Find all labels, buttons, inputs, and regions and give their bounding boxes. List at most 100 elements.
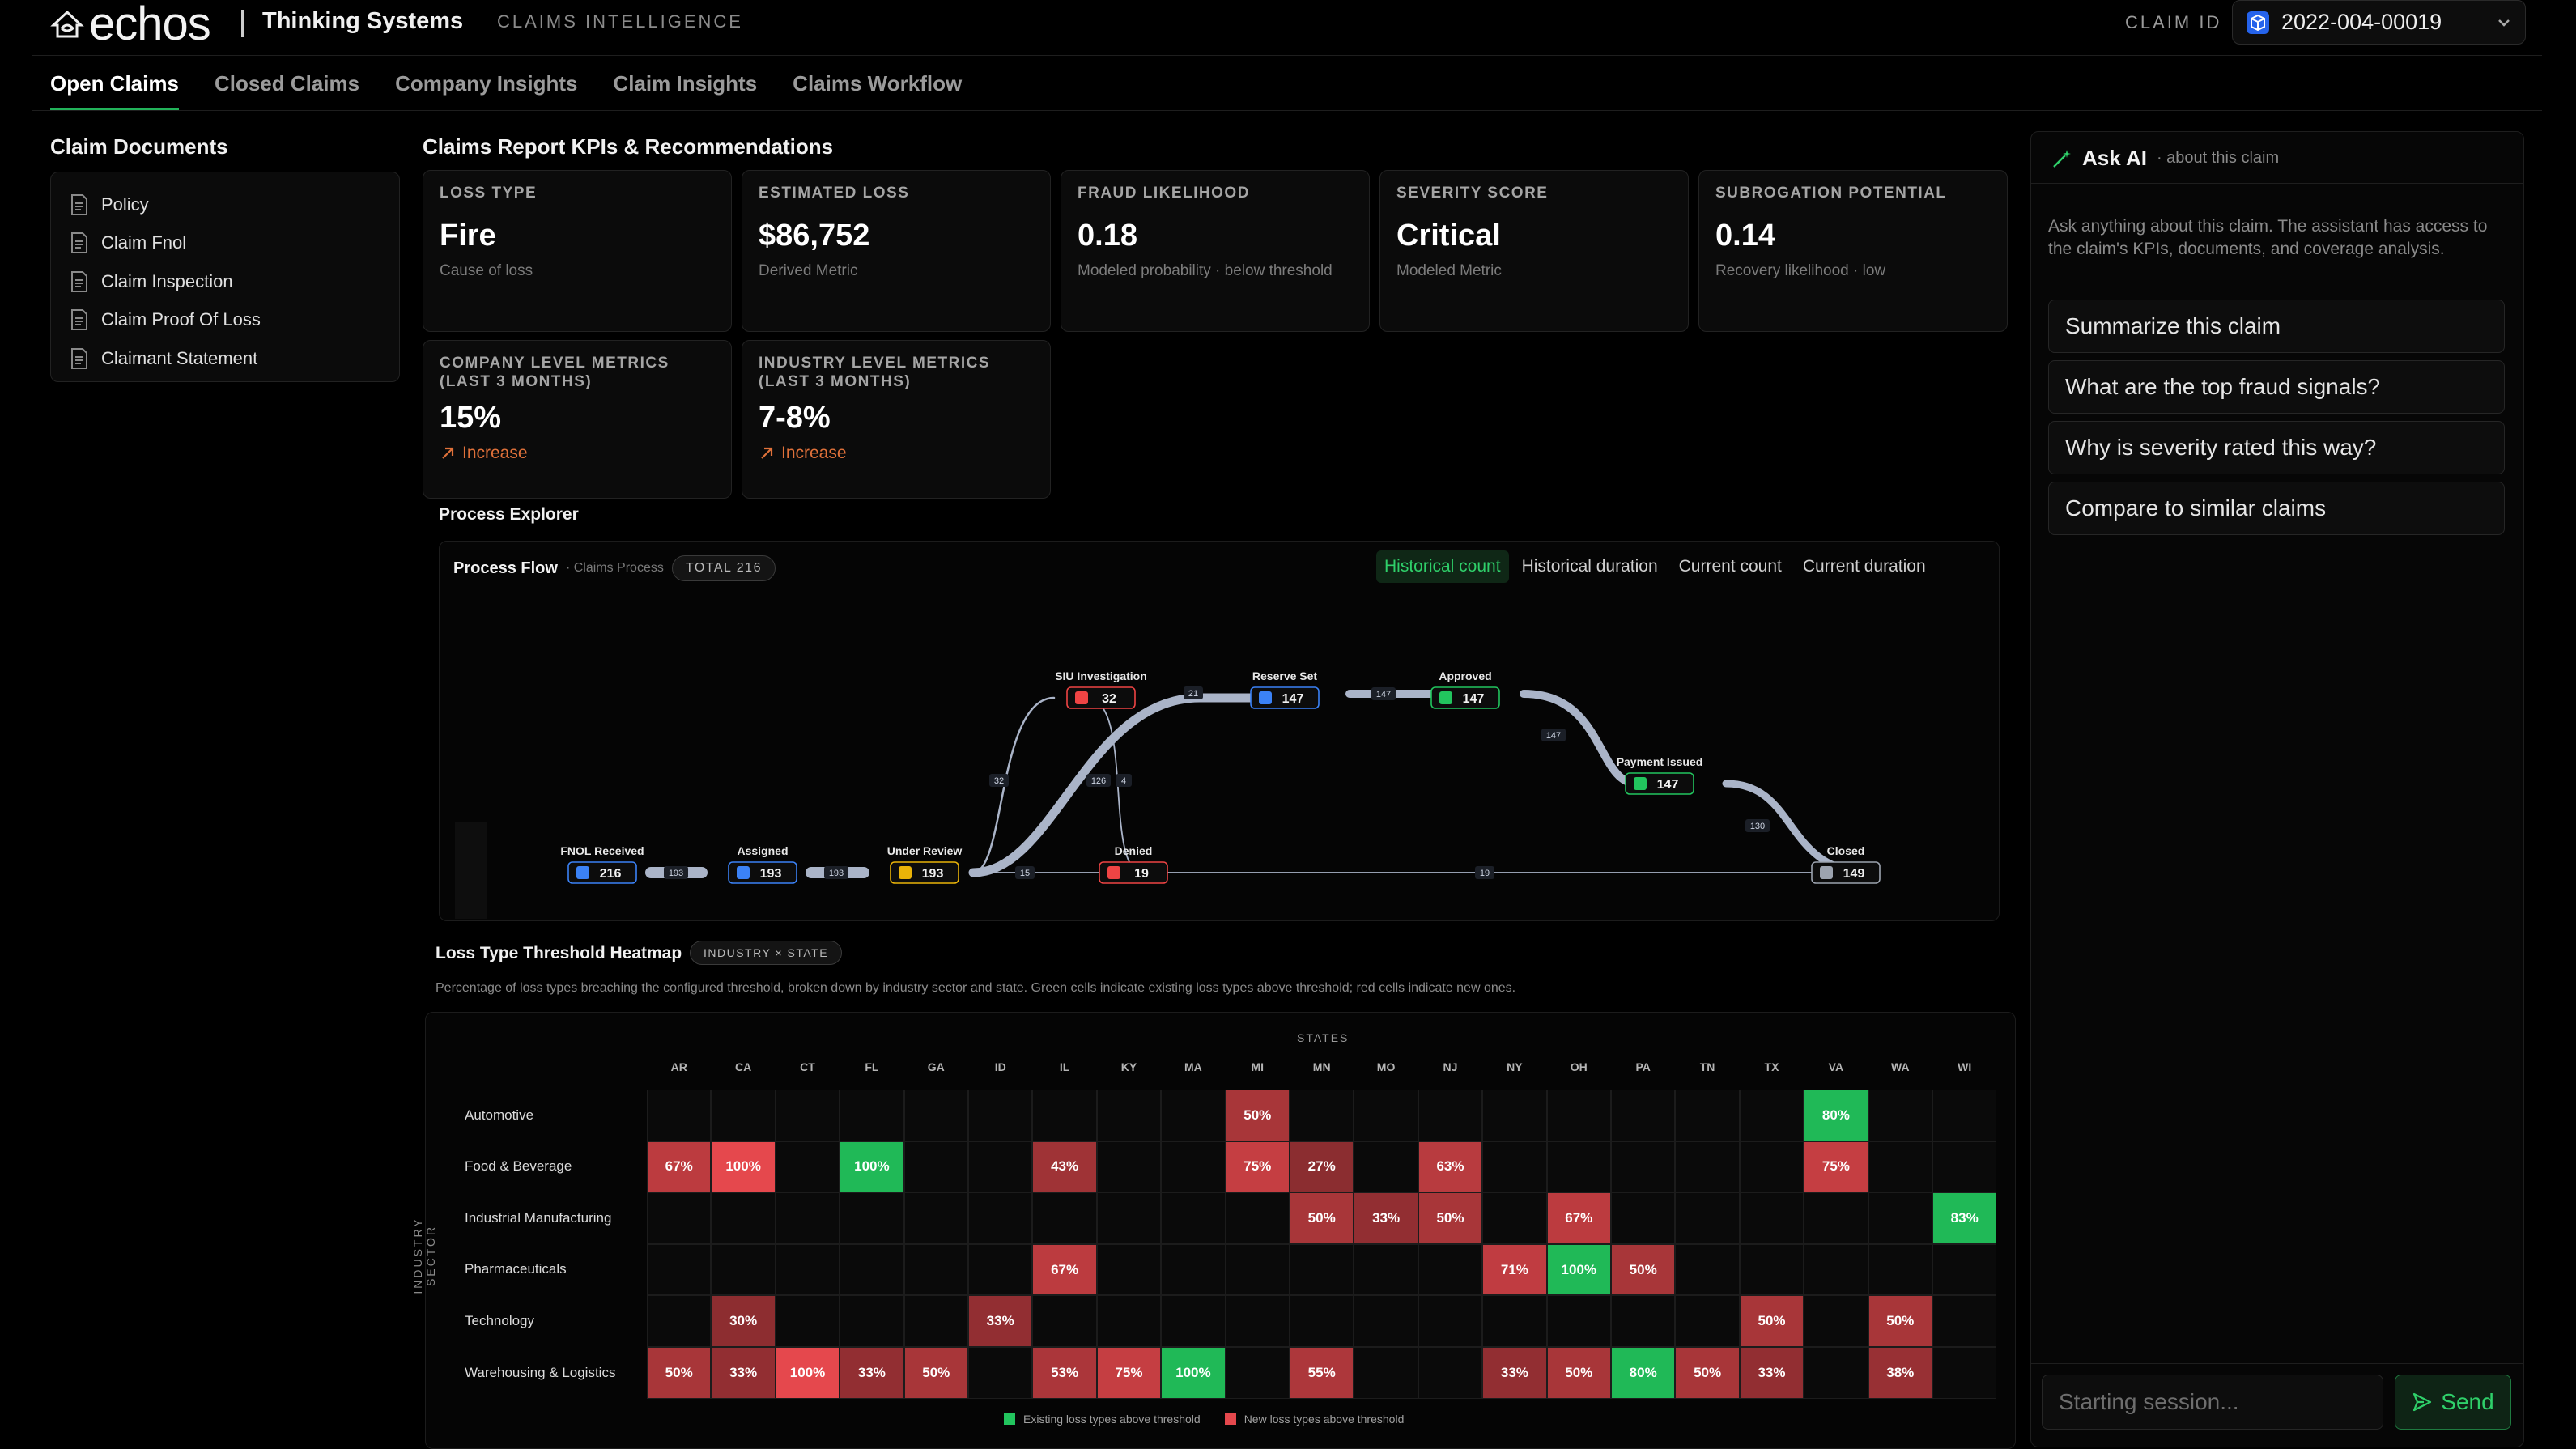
heatmap-cell[interactable] [1611,1192,1676,1244]
heatmap-cell[interactable] [1354,1243,1418,1296]
heatmap-cell[interactable]: 80% [1804,1090,1868,1141]
suggestion-summarize[interactable]: Summarize this claim [2048,300,2505,353]
heatmap-cell[interactable]: 67% [1546,1192,1611,1244]
heatmap-cell[interactable] [1675,1243,1740,1296]
heatmap-cell[interactable] [968,1243,1033,1296]
heatmap-cell[interactable]: 27% [1290,1141,1354,1193]
heatmap-cell[interactable] [1161,1090,1226,1141]
doc-item-claim-proof-of-loss[interactable]: Claim Proof Of Loss [70,301,380,340]
heatmap-cell[interactable] [1675,1090,1740,1141]
flow-node-approved[interactable]: Approved 147 [1430,669,1500,709]
heatmap-cell[interactable] [775,1141,840,1193]
heatmap-cell[interactable] [1032,1192,1097,1244]
heatmap-cell[interactable]: 33% [1482,1347,1547,1399]
heatmap-cell[interactable] [647,1295,712,1347]
heatmap-cell[interactable]: 67% [647,1141,712,1193]
heatmap-cell[interactable] [1096,1295,1162,1347]
heatmap-cell[interactable] [711,1192,776,1244]
heatmap-cell[interactable] [1675,1141,1740,1193]
heatmap-cell[interactable] [1418,1347,1483,1399]
heatmap-cell[interactable]: 63% [1418,1141,1483,1193]
heatmap-cell[interactable] [647,1090,712,1141]
heatmap-cell[interactable] [1290,1090,1354,1141]
heatmap-cell[interactable]: 50% [1675,1347,1740,1399]
heatmap-cell[interactable]: 75% [1096,1347,1162,1399]
heatmap-cell[interactable] [1032,1295,1097,1347]
heatmap-cell[interactable]: 55% [1290,1347,1354,1399]
heatmap-cell[interactable] [1418,1295,1483,1347]
heatmap-cell[interactable] [1611,1090,1676,1141]
heatmap-cell[interactable]: 100% [840,1141,904,1193]
heatmap-cell[interactable] [1804,1295,1868,1347]
flow-node-fnol[interactable]: FNOL Received 216 [560,844,644,884]
heatmap-cell[interactable] [968,1347,1033,1399]
flow-node-payment[interactable]: Payment Issued 147 [1617,755,1703,795]
heatmap-cell[interactable] [711,1090,776,1141]
heatmap-cell[interactable]: 50% [1739,1295,1804,1347]
heatmap-cell[interactable]: 50% [903,1347,968,1399]
heatmap-cell[interactable]: 100% [775,1347,840,1399]
flow-node-reserve[interactable]: Reserve Set 147 [1250,669,1320,709]
mode-current-duration[interactable]: Current duration [1802,557,1926,576]
doc-item-claim-inspection[interactable]: Claim Inspection [70,262,380,301]
heatmap-cell[interactable] [840,1295,904,1347]
heatmap-cell[interactable]: 50% [1546,1347,1611,1399]
heatmap-cell[interactable]: 75% [1804,1141,1868,1193]
heatmap-cell[interactable]: 38% [1868,1347,1932,1399]
heatmap-cell[interactable] [1418,1090,1483,1141]
heatmap-cell[interactable] [1225,1243,1290,1296]
heatmap-cell[interactable] [1354,1347,1418,1399]
flow-node-siu[interactable]: SIU Investigation 32 [1055,669,1147,709]
heatmap-cell[interactable] [903,1295,968,1347]
heatmap-cell[interactable] [1161,1295,1226,1347]
heatmap-cell[interactable] [1739,1243,1804,1296]
heatmap-cell[interactable] [1868,1090,1932,1141]
heatmap-cell[interactable] [1482,1295,1547,1347]
heatmap-cell[interactable] [1096,1243,1162,1296]
heatmap-cell[interactable] [840,1192,904,1244]
heatmap-cell[interactable]: 50% [1611,1243,1676,1296]
heatmap-cell[interactable] [711,1243,776,1296]
mode-current-count[interactable]: Current count [1678,557,1782,576]
heatmap-cell[interactable] [1675,1295,1740,1347]
heatmap-cell[interactable] [1804,1347,1868,1399]
heatmap-cell[interactable] [1932,1347,1997,1399]
heatmap-cell[interactable] [903,1090,968,1141]
heatmap-cell[interactable] [1032,1090,1097,1141]
doc-item-policy[interactable]: Policy [70,185,380,224]
heatmap-cell[interactable] [1354,1141,1418,1193]
heatmap-cell[interactable]: 75% [1225,1141,1290,1193]
heatmap-cell[interactable] [968,1192,1033,1244]
heatmap-cell[interactable] [1418,1243,1483,1296]
heatmap-cell[interactable] [1868,1243,1932,1296]
flow-node-review[interactable]: Under Review 193 [887,844,963,884]
heatmap-cell[interactable] [1290,1243,1354,1296]
heatmap-cell[interactable] [1546,1141,1611,1193]
send-button[interactable]: Send [2395,1375,2511,1430]
heatmap-cell[interactable] [1739,1141,1804,1193]
heatmap-cell[interactable]: 33% [968,1295,1033,1347]
heatmap-cell[interactable] [1932,1090,1997,1141]
tab-company-insights[interactable]: Company Insights [395,71,578,96]
heatmap-cell[interactable] [1482,1192,1547,1244]
heatmap-cell[interactable]: 100% [711,1141,776,1193]
heatmap-cell[interactable]: 33% [840,1347,904,1399]
heatmap-cell[interactable] [1096,1192,1162,1244]
heatmap-cell[interactable] [1868,1141,1932,1193]
tab-claims-workflow[interactable]: Claims Workflow [793,71,963,96]
heatmap-cell[interactable] [1611,1141,1676,1193]
heatmap-cell[interactable] [1804,1243,1868,1296]
heatmap-cell[interactable] [1932,1295,1997,1347]
claim-id-select[interactable]: 2022-004-00019 [2232,0,2526,45]
heatmap-cell[interactable] [1546,1090,1611,1141]
heatmap-cell[interactable] [775,1243,840,1296]
heatmap-cell[interactable]: 50% [1868,1295,1932,1347]
heatmap-cell[interactable] [775,1192,840,1244]
heatmap-cell[interactable] [840,1090,904,1141]
tab-claim-insights[interactable]: Claim Insights [613,71,758,96]
heatmap-cell[interactable] [1225,1347,1290,1399]
heatmap-cell[interactable]: 30% [711,1295,776,1347]
heatmap-cell[interactable]: 50% [647,1347,712,1399]
heatmap-cell[interactable]: 100% [1546,1243,1611,1296]
heatmap-cell[interactable] [775,1295,840,1347]
